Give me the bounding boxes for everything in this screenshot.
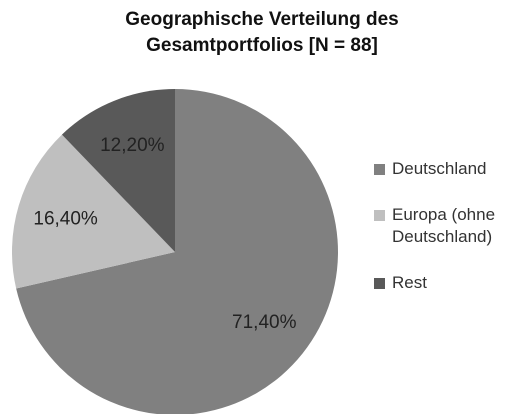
legend-item: Europa (ohne Deutschland): [374, 204, 516, 248]
legend-swatch: [374, 164, 385, 175]
legend-swatch: [374, 210, 385, 221]
pie-slice: [61, 89, 176, 252]
data-label: 12,20%: [100, 135, 165, 156]
chart-title: Gesamtportfolios [N = 88]: [146, 35, 378, 56]
pie-slice: [12, 134, 176, 289]
legend-label: Europa (ohne Deutschland): [392, 205, 496, 246]
chart-title: Geographische Verteilung des: [125, 9, 398, 30]
legend: Deutschland Europa (ohne Deutschland) Rest: [374, 158, 516, 318]
legend-item: Rest: [374, 272, 516, 294]
data-label: 16,40%: [33, 208, 98, 229]
legend-swatch: [374, 278, 385, 289]
legend-label: Deutschland: [392, 159, 487, 178]
pie-slice: [16, 89, 338, 414]
legend-item: Deutschland: [374, 158, 516, 180]
data-label: 71,40%: [232, 312, 297, 333]
legend-label: Rest: [392, 273, 427, 292]
